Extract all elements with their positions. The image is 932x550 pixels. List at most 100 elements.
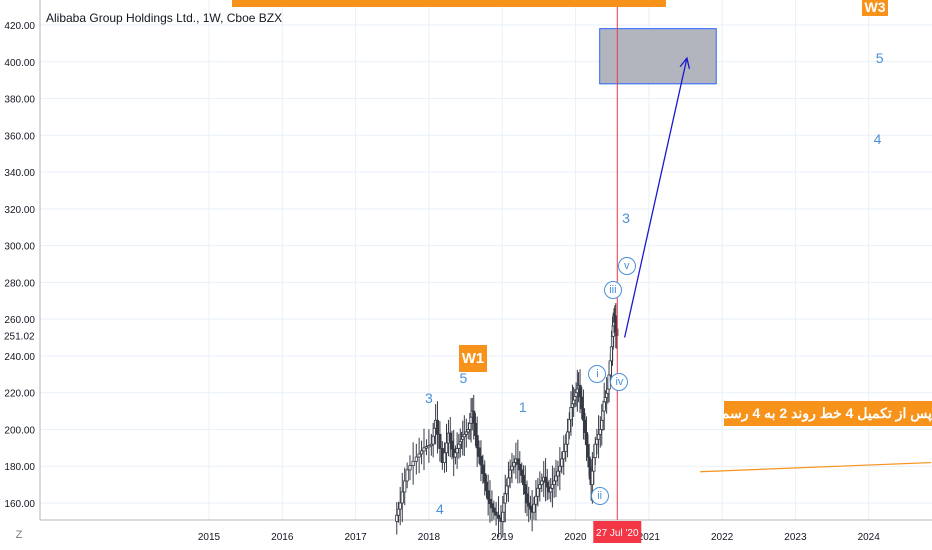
y-tick-label: 180.00 — [4, 462, 35, 473]
candle-body — [414, 456, 418, 462]
candle-body — [424, 446, 429, 449]
candle-body — [477, 447, 481, 457]
candle-body — [583, 419, 587, 433]
x-tick-label: 2023 — [784, 532, 807, 543]
candle-body — [492, 507, 496, 513]
candle-body — [520, 469, 524, 476]
wave-count-label: 3 — [622, 210, 630, 227]
y-tick-label: 400.00 — [4, 58, 35, 69]
candle-body — [464, 431, 468, 435]
candle-body — [473, 422, 478, 436]
y-tick-label: 220.00 — [4, 389, 35, 400]
y-tick-label: 300.00 — [4, 242, 35, 253]
candle-body — [532, 503, 536, 513]
date-cursor-badge — [593, 521, 642, 543]
projection-arrow-head — [679, 56, 691, 69]
wave-subcount-label: ii — [590, 486, 609, 505]
candle-body — [584, 432, 589, 446]
candle-body — [503, 493, 507, 504]
candle-body — [565, 431, 570, 445]
y-tick-label: 420.00 — [4, 21, 35, 32]
candle-body — [567, 419, 571, 433]
wave-count-label: 5 — [459, 369, 468, 386]
candle-body — [562, 451, 566, 460]
candle-body — [560, 458, 564, 467]
candle-body — [592, 457, 596, 472]
x-tick-label: 2024 — [858, 532, 881, 543]
candle-body — [411, 460, 415, 467]
candle-body — [398, 502, 402, 510]
candle-body — [554, 475, 558, 482]
candle-body — [481, 464, 485, 474]
x-tick-label: 2015 — [198, 532, 221, 543]
candle-body — [490, 503, 494, 509]
candle-body — [405, 469, 409, 482]
candle-body — [549, 487, 553, 493]
x-tick-label: 2018 — [418, 532, 441, 543]
candle-body — [453, 452, 458, 458]
candle-body — [598, 429, 602, 435]
candle-body — [538, 484, 542, 489]
candle-body — [472, 410, 476, 424]
candle-body — [422, 447, 426, 452]
candle-body — [552, 480, 556, 486]
candle-body — [496, 514, 501, 519]
y-tick-label: 240.00 — [4, 352, 35, 363]
candle-body — [534, 495, 538, 505]
x-tick-label: 2016 — [271, 532, 294, 543]
candle-body — [479, 456, 483, 466]
w3-label: W3 — [862, 0, 888, 16]
candle-body — [508, 469, 512, 479]
candle-body — [525, 493, 529, 504]
candle-body — [581, 408, 586, 421]
candle-body — [483, 473, 487, 483]
wave-subcount-label: iii — [603, 280, 622, 299]
candle-body — [510, 465, 514, 471]
candle-body — [506, 477, 511, 487]
candle-body — [596, 433, 601, 440]
candle-body — [545, 481, 549, 488]
candle-body — [475, 435, 479, 449]
y-tick-label: 280.00 — [4, 278, 35, 289]
candle-body — [442, 452, 447, 463]
candle-body — [505, 485, 509, 495]
wave-count-label: 1 — [518, 399, 527, 416]
candle-body — [488, 498, 492, 505]
candle-body — [403, 480, 407, 493]
candle-body — [593, 443, 597, 459]
candle-body — [564, 443, 568, 452]
wave-count-label: 4 — [435, 500, 444, 517]
candle-body — [595, 438, 599, 445]
candle-body — [400, 491, 404, 504]
candle-body — [518, 463, 522, 471]
y-tick-label: 320.00 — [4, 205, 35, 216]
symbol-title: Alibaba Group Holdings Ltd., 1W, Cboe BZ… — [46, 11, 283, 25]
w1-label: W1 — [459, 345, 487, 372]
last-price-label: 251.02 — [4, 332, 35, 343]
candle-body — [427, 444, 431, 448]
candle-body — [540, 480, 544, 486]
trend-line — [700, 461, 932, 473]
candle-body — [528, 505, 533, 510]
candle-body — [512, 462, 516, 467]
candle-body — [494, 511, 498, 516]
candle-body — [396, 508, 401, 516]
candle-body — [429, 443, 433, 447]
candle-body — [516, 458, 520, 465]
z-button[interactable]: Z — [15, 529, 23, 541]
candle-body — [417, 453, 421, 458]
x-tick-label: 2021 — [638, 532, 661, 543]
candle-body — [569, 406, 573, 421]
candle-body — [550, 484, 555, 489]
persian-note-text: پس از تکمیل 4 خط روند 2 به 4 رسم شود — [724, 405, 932, 421]
candle-body — [556, 470, 560, 477]
candle-body — [408, 465, 412, 471]
candle-body — [438, 433, 442, 449]
y-tick-label: 360.00 — [4, 131, 35, 142]
candle-body — [395, 514, 399, 522]
candle-body — [444, 442, 449, 454]
top-banner-annotation — [232, 0, 666, 7]
x-tick-label: 2017 — [344, 532, 367, 543]
